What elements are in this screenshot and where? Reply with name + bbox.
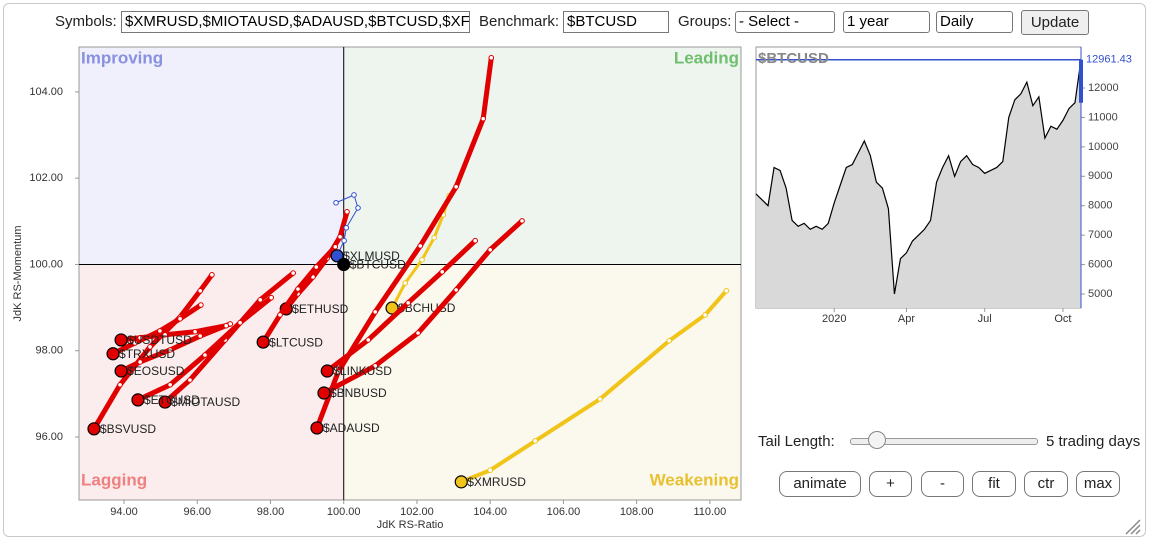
control-button[interactable]: - bbox=[921, 471, 964, 497]
panel bbox=[3, 3, 1146, 537]
groups-label: Groups: bbox=[678, 13, 732, 30]
benchmark-input[interactable]: $BTCUSD bbox=[563, 11, 669, 33]
control-button[interactable]: fit bbox=[972, 471, 1016, 497]
control-button[interactable]: animate bbox=[779, 471, 861, 497]
symbols-label: Symbols: bbox=[55, 13, 117, 30]
control-button[interactable]: + bbox=[869, 471, 912, 497]
tail-value: 5 trading days bbox=[1046, 433, 1141, 450]
update-button[interactable]: Update bbox=[1021, 10, 1089, 35]
benchmark-label: Benchmark: bbox=[479, 13, 560, 30]
period-select[interactable]: 1 year bbox=[843, 11, 930, 33]
symbols-input[interactable]: $XMRUSD,$MIOTAUSD,$ADAUSD,$BTCUSD,$XF bbox=[121, 11, 470, 33]
groups-select[interactable]: - Select - bbox=[735, 11, 835, 33]
interval-select[interactable]: Daily bbox=[936, 11, 1013, 33]
control-button[interactable]: ctr bbox=[1024, 471, 1068, 497]
tail-slider-handle[interactable] bbox=[868, 431, 886, 449]
tail-slider[interactable] bbox=[850, 438, 1038, 445]
control-button[interactable]: max bbox=[1076, 471, 1120, 497]
tail-label: Tail Length: bbox=[758, 433, 835, 450]
